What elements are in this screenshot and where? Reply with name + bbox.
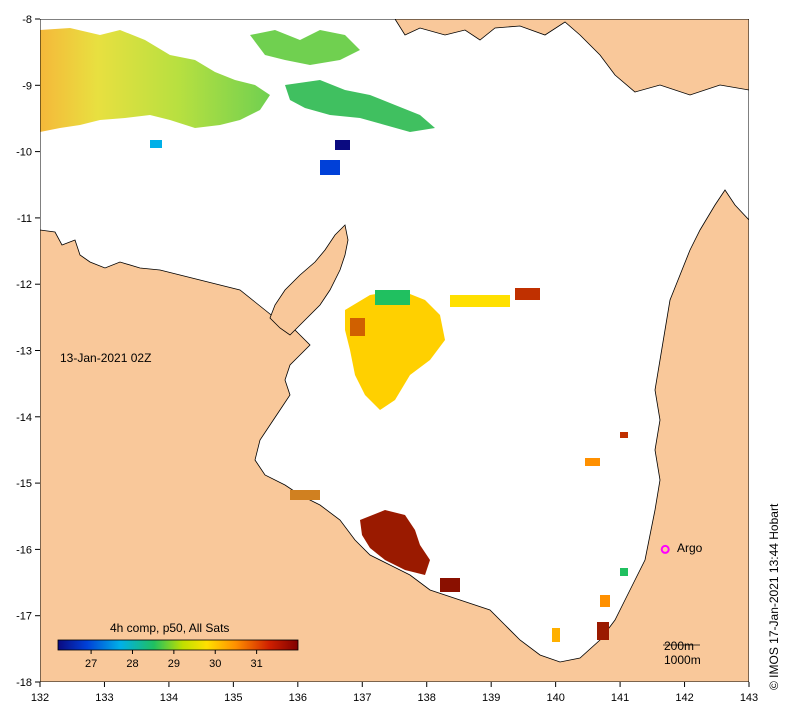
color-legend: 4h comp, p50, All Sats 27 28 29 30 31 bbox=[57, 621, 299, 670]
scale-legend: 200m 1000m bbox=[663, 639, 701, 667]
y-axis: -8 -9 -10 -11 -12 -13 -14 -15 -16 -17 -18 bbox=[16, 14, 40, 689]
x-tick-label: 133 bbox=[95, 692, 113, 704]
y-tick-label: -18 bbox=[16, 677, 32, 689]
y-tick-label: -14 bbox=[16, 412, 32, 424]
sst-patch-west-green bbox=[620, 568, 628, 576]
credit-text: © IMOS 17-Jan-2021 13:44 Hobart bbox=[767, 503, 781, 690]
x-tick-label: 143 bbox=[740, 692, 758, 704]
legend-tick-label: 28 bbox=[126, 658, 138, 670]
y-tick-label: -8 bbox=[22, 14, 32, 26]
x-tick-label: 139 bbox=[482, 692, 500, 704]
x-tick-label: 137 bbox=[353, 692, 371, 704]
sst-patch-central bbox=[345, 290, 445, 410]
sst-patch-central-orange bbox=[350, 318, 365, 336]
x-tick-label: 135 bbox=[224, 692, 242, 704]
argo-label: Argo bbox=[677, 541, 703, 555]
sst-patch-north-blue bbox=[150, 140, 350, 175]
x-tick-label: 141 bbox=[611, 692, 629, 704]
legend-ticks: 27 28 29 30 31 bbox=[85, 650, 263, 670]
legend-tick-label: 27 bbox=[85, 658, 97, 670]
sst-patch-gulf-small bbox=[585, 458, 600, 466]
scale-label-200m: 200m bbox=[664, 639, 694, 653]
sst-patch-small-red bbox=[620, 432, 628, 438]
legend-title: 4h comp, p50, All Sats bbox=[110, 621, 229, 635]
sst-patch-east-yellow bbox=[450, 295, 510, 307]
x-tick-label: 132 bbox=[31, 692, 49, 704]
sst-patch-south-red-2 bbox=[440, 578, 460, 592]
legend-colorbar bbox=[57, 639, 299, 651]
x-tick-label: 140 bbox=[546, 692, 564, 704]
y-tick-label: -9 bbox=[22, 80, 32, 92]
y-tick-label: -11 bbox=[17, 213, 32, 225]
legend-tick-label: 30 bbox=[209, 658, 221, 670]
y-tick-label: -15 bbox=[16, 478, 32, 490]
y-tick-label: -13 bbox=[16, 346, 32, 358]
sst-patch-east-red bbox=[515, 288, 540, 300]
y-tick-label: -16 bbox=[16, 544, 32, 556]
land-inner-bay bbox=[269, 224, 349, 336]
legend-tick-label: 29 bbox=[168, 658, 180, 670]
land-northern-new-guinea bbox=[394, 19, 749, 96]
sst-patch-northwest bbox=[40, 28, 270, 132]
y-tick-label: -12 bbox=[16, 279, 32, 291]
timestamp-label: 13-Jan-2021 02Z bbox=[60, 351, 151, 365]
x-tick-label: 136 bbox=[289, 692, 307, 704]
x-tick-label: 134 bbox=[160, 692, 178, 704]
sst-patch-south-orange bbox=[600, 595, 610, 607]
legend-tick-label: 31 bbox=[250, 658, 262, 670]
scale-label-1000m: 1000m bbox=[664, 653, 701, 667]
x-axis: 132 133 134 135 136 137 138 139 140 141 142 143 bbox=[31, 682, 758, 704]
sst-patch-central-green bbox=[375, 290, 410, 305]
x-tick-label: 142 bbox=[675, 692, 693, 704]
argo-dot bbox=[660, 544, 670, 554]
sst-patch-north-strip bbox=[285, 80, 435, 132]
sst-patch-south-yellow bbox=[552, 628, 560, 642]
y-tick-label: -17 bbox=[16, 611, 32, 623]
sst-patch-south-hot bbox=[360, 510, 430, 575]
sst-patch-south-red-3 bbox=[597, 622, 609, 640]
x-tick-label: 138 bbox=[418, 692, 436, 704]
argo-marker: Argo bbox=[660, 541, 703, 555]
land-western-peninsula bbox=[40, 189, 749, 682]
y-tick-label: -10 bbox=[16, 147, 32, 159]
sst-patch-coast-orange bbox=[290, 490, 320, 500]
sst-patch-north-center bbox=[250, 30, 360, 65]
